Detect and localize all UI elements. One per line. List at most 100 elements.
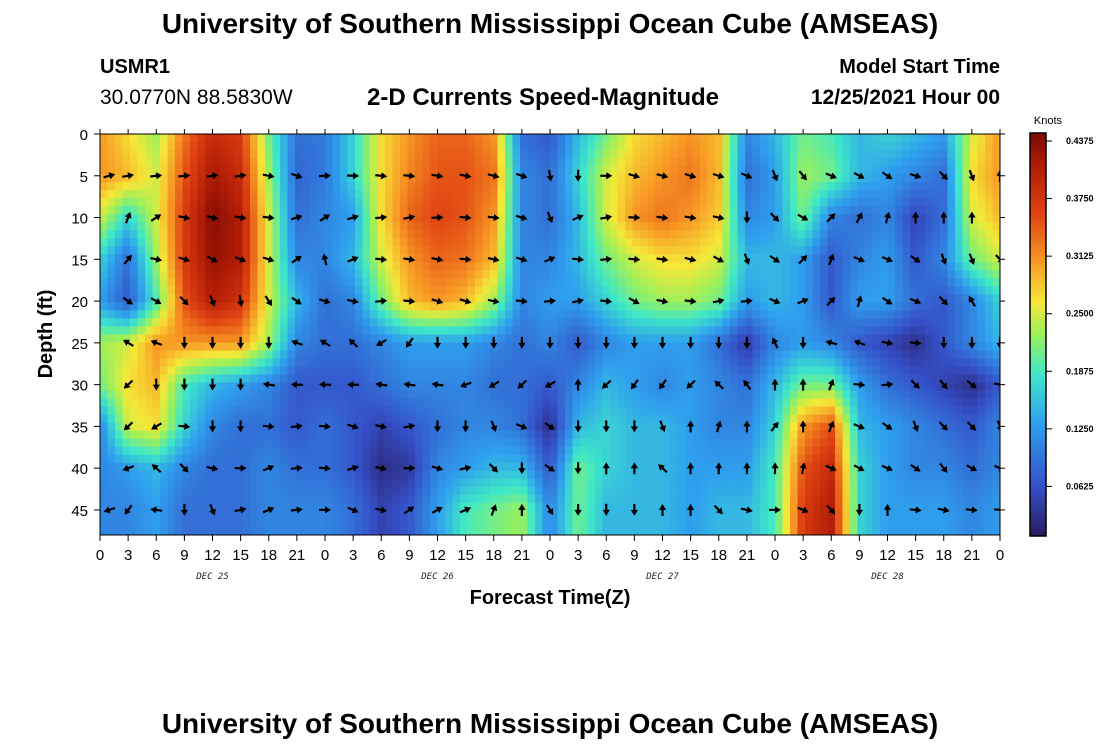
heatmap-cell	[820, 334, 829, 344]
heatmap-cell	[340, 342, 349, 352]
heatmap-cell	[700, 318, 709, 328]
heatmap-cell	[647, 310, 656, 320]
heatmap-cell	[505, 382, 514, 392]
heatmap-cell	[827, 342, 836, 352]
heatmap-cell	[970, 358, 979, 368]
heatmap-cell	[115, 142, 124, 151]
heatmap-cell	[460, 206, 469, 215]
heatmap-cell	[115, 150, 124, 159]
heatmap-cell	[640, 334, 649, 344]
heatmap-cell	[767, 310, 776, 320]
heatmap-cell	[527, 246, 536, 255]
heatmap-cell	[505, 390, 514, 400]
heatmap-cell	[970, 406, 979, 416]
heatmap-cell	[130, 150, 139, 159]
heatmap-cell	[400, 246, 409, 255]
heatmap-cell	[370, 462, 379, 472]
heatmap-cell	[392, 390, 401, 400]
heatmap-cell	[782, 294, 791, 304]
heatmap-cell	[587, 238, 596, 247]
heatmap-cell	[767, 190, 776, 199]
heatmap-cell	[962, 446, 971, 456]
heatmap-cell	[610, 414, 619, 424]
heatmap-cell	[182, 286, 191, 295]
heatmap-cell	[295, 350, 304, 360]
heatmap-cell	[805, 142, 814, 151]
heatmap-cell	[850, 222, 859, 231]
heatmap-cell	[490, 446, 499, 456]
heatmap-cell	[490, 374, 499, 384]
heatmap-cell	[602, 358, 611, 368]
heatmap-cell	[782, 134, 791, 143]
heatmap-cell	[625, 286, 634, 295]
heatmap-cell	[242, 222, 251, 231]
heatmap-cell	[572, 294, 581, 304]
heatmap-cell	[542, 438, 551, 448]
heatmap-cell	[122, 238, 131, 247]
heatmap-cell	[460, 454, 469, 464]
heatmap-cell	[100, 374, 109, 384]
heatmap-cell	[767, 366, 776, 376]
heatmap-cell	[310, 214, 319, 223]
heatmap-cell	[685, 206, 694, 215]
heatmap-cell	[895, 150, 904, 159]
heatmap-cell	[385, 246, 394, 255]
heatmap-cell	[160, 398, 169, 408]
heatmap-cell	[865, 374, 874, 384]
heatmap-cell	[512, 262, 521, 271]
heatmap-cell	[925, 350, 934, 360]
heatmap-cell	[227, 214, 236, 223]
heatmap-cell	[347, 374, 356, 384]
heatmap-cell	[587, 454, 596, 464]
heatmap-cell	[407, 342, 416, 352]
heatmap-cell	[167, 134, 176, 143]
heatmap-cell	[707, 366, 716, 376]
heatmap-cell	[197, 182, 206, 191]
heatmap-cell	[250, 430, 259, 440]
heatmap-cell	[490, 134, 499, 143]
heatmap-cell	[377, 374, 386, 384]
heatmap-cell	[617, 270, 626, 279]
heatmap-cell	[910, 430, 919, 440]
heatmap-cell	[400, 262, 409, 271]
heatmap-cell	[917, 422, 926, 432]
heatmap-cell	[122, 166, 131, 175]
heatmap-cell	[842, 302, 851, 312]
heatmap-cell	[197, 278, 206, 287]
heatmap-cell	[977, 374, 986, 384]
heatmap-cell	[775, 142, 784, 151]
heatmap-cell	[212, 446, 221, 456]
heatmap-cell	[662, 182, 671, 191]
heatmap-cell	[715, 270, 724, 279]
heatmap-cell	[850, 246, 859, 255]
heatmap-cell	[347, 342, 356, 352]
heatmap-cell	[955, 190, 964, 199]
heatmap-cell	[640, 438, 649, 448]
heatmap-cell	[490, 142, 499, 151]
heatmap-cell	[460, 230, 469, 239]
heatmap-cell	[542, 422, 551, 432]
heatmap-cell	[925, 150, 934, 159]
heatmap-cell	[235, 350, 244, 360]
heatmap-cell	[362, 326, 371, 336]
heatmap-cell	[355, 254, 364, 263]
heatmap-cell	[205, 286, 214, 295]
heatmap-cell	[865, 198, 874, 207]
heatmap-cell	[602, 230, 611, 239]
heatmap-cell	[895, 254, 904, 263]
heatmap-cell	[820, 174, 829, 183]
heatmap-cell	[385, 342, 394, 352]
heatmap-cell	[962, 286, 971, 295]
heatmap-cell	[325, 166, 334, 175]
heatmap-cell	[280, 150, 289, 159]
heatmap-cell	[542, 206, 551, 215]
heatmap-cell	[542, 358, 551, 368]
heatmap-cell	[722, 182, 731, 191]
heatmap-cell	[430, 318, 439, 328]
heatmap-cell	[790, 238, 799, 247]
heatmap-cell	[250, 182, 259, 191]
heatmap-cell	[482, 262, 491, 271]
heatmap-cell	[782, 438, 791, 448]
heatmap-cell	[730, 422, 739, 432]
heatmap-cell	[437, 238, 446, 247]
